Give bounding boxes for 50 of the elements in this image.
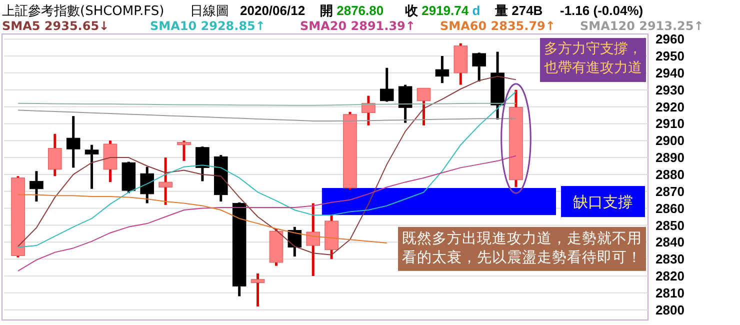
text: 開 2876.80 xyxy=(320,3,384,18)
y-tick-label: 2920 xyxy=(656,99,684,114)
y-tick-label: 2890 xyxy=(656,150,684,166)
candlestick xyxy=(66,114,80,169)
candlestick xyxy=(48,132,62,178)
annotation: 既然多方出現進攻力道，走勢就不用看的太衰，先以震盪走勢看待即可！ xyxy=(402,230,642,266)
line-series xyxy=(18,110,516,122)
text: 收 2919.74 d xyxy=(405,3,480,18)
chart-title: 上証參考指數(SHCOMP.FS) xyxy=(2,4,164,19)
text: SMA5 2935.65↓ xyxy=(2,19,110,33)
y-tick-label: 2950 xyxy=(656,48,684,64)
text: 多方力守支撐，也帶有進攻力道 xyxy=(544,41,642,76)
band-label: 缺口支撐 xyxy=(573,192,633,211)
text: SMA120 2913.25↑ xyxy=(580,19,704,33)
y-tick-label: 2830 xyxy=(656,252,684,267)
candlestick xyxy=(435,54,450,84)
y-tick-label: 2800 xyxy=(656,302,684,318)
text: SMA10 2928.85↑ xyxy=(150,19,266,33)
chart-subtitle: 日線圖 xyxy=(190,4,229,19)
candlestick xyxy=(380,66,394,103)
candlestick xyxy=(288,226,302,258)
text: 量 274B xyxy=(494,3,543,18)
candlestick xyxy=(158,156,172,206)
y-tick-label: 2860 xyxy=(656,200,684,216)
y-tick-label: 2910 xyxy=(656,116,684,132)
candlestick xyxy=(196,145,210,182)
y-tick-label: 2810 xyxy=(656,285,684,300)
y-tick-label: 2930 xyxy=(656,82,684,98)
candlestick xyxy=(140,166,154,204)
candlestick xyxy=(250,272,265,308)
candlestick xyxy=(398,84,412,124)
y-tick-label: 2940 xyxy=(656,65,684,80)
y-tick-label: 2820 xyxy=(656,268,684,284)
candlestick xyxy=(306,202,320,278)
text: SMA20 2891.39↑ xyxy=(300,19,416,33)
y-tick-label: 2870 xyxy=(656,184,684,199)
candlestick xyxy=(30,170,44,203)
y-tick-label: 2840 xyxy=(656,234,684,250)
candlestick xyxy=(362,94,376,127)
text: SMA60 2835.79↑ xyxy=(440,19,556,33)
text: -1.16 (-0.04%) xyxy=(560,3,644,18)
candlestick xyxy=(84,144,99,190)
y-tick-label: 2960 xyxy=(656,32,684,47)
text: 2020/06/12 xyxy=(240,3,306,18)
y-tick-label: 2880 xyxy=(656,167,684,182)
candlestick xyxy=(177,139,191,162)
candlestick xyxy=(416,86,431,127)
candlestick xyxy=(472,51,486,83)
y-tick-label: 2900 xyxy=(656,133,684,148)
y-tick-label: 2850 xyxy=(656,218,684,233)
